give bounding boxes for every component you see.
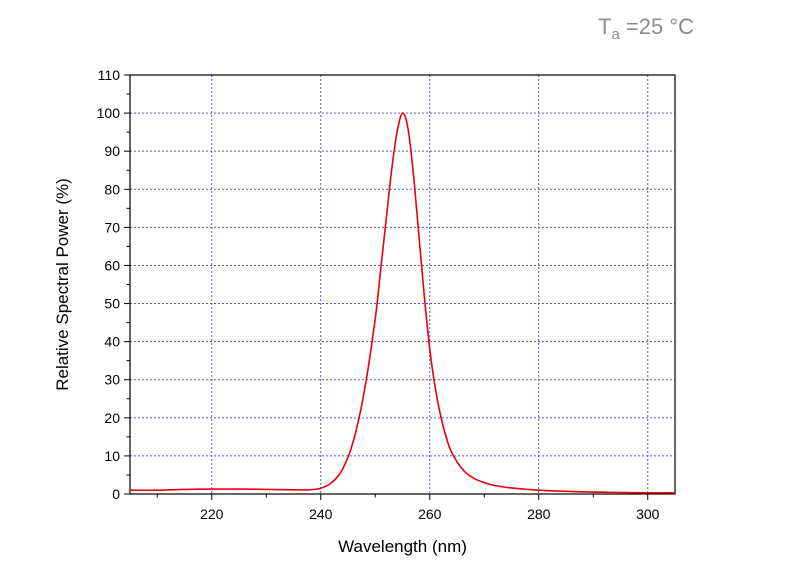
axis-ticks: [124, 74, 649, 500]
grid: [130, 75, 675, 494]
temperature-condition: Ta =25 °C: [598, 14, 694, 43]
y-tick-label: 70: [104, 219, 120, 235]
spectral-power-curve: [129, 112, 676, 494]
x-tick-label: 300: [636, 506, 660, 522]
y-tick-labels: 0 10 20 30 40 50 60 70 80 90 100 110: [97, 67, 121, 502]
y-tick-label: 0: [112, 486, 120, 502]
x-axis-title: Wavelength (nm): [338, 537, 467, 556]
y-tick-label: 30: [104, 372, 120, 388]
x-tick-label: 260: [418, 506, 442, 522]
x-tick-label: 220: [200, 506, 224, 522]
x-tick-label: 240: [309, 506, 333, 522]
y-tick-label: 110: [98, 67, 121, 83]
y-tick-label: 100: [97, 105, 121, 121]
y-tick-label: 40: [104, 334, 120, 350]
x-tick-label: 280: [527, 506, 551, 522]
y-tick-label: 50: [104, 296, 120, 312]
y-tick-label: 10: [104, 448, 120, 464]
y-tick-label: 90: [104, 143, 120, 159]
y-tick-label: 80: [104, 181, 120, 197]
x-tick-labels: 220 240 260 280 300: [200, 506, 660, 522]
y-tick-label: 60: [104, 257, 120, 273]
y-tick-label: 20: [104, 410, 120, 426]
y-axis-title: Relative Spectral Power (%): [53, 178, 72, 391]
